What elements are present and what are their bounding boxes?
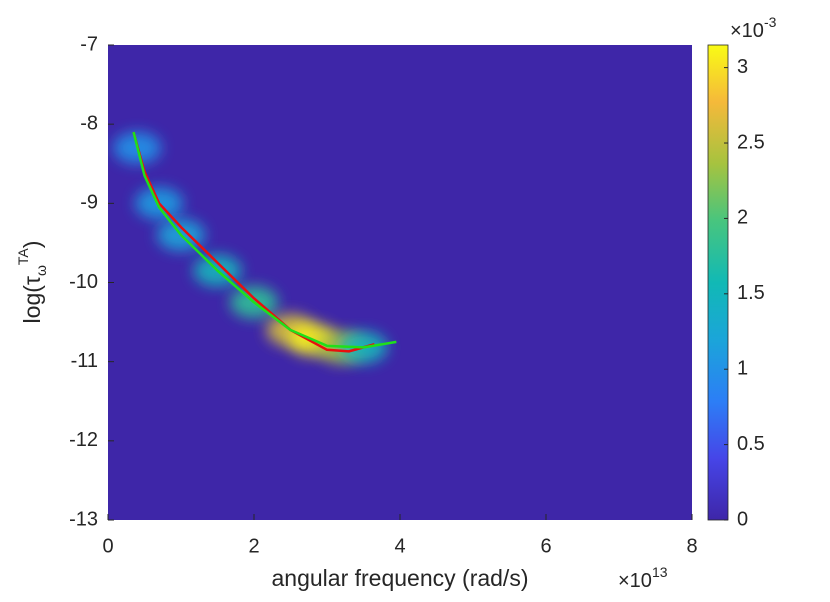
- colorbar-multiplier: ×10-3: [730, 14, 777, 43]
- colorbar-tick-label: 3: [737, 56, 748, 78]
- y-tick-label: -8: [80, 112, 98, 134]
- plot-area: [108, 45, 692, 520]
- y-tick-label: -7: [80, 33, 98, 55]
- colorbar-tick-label: 1: [737, 357, 748, 379]
- x-axis-label: angular frequency (rad/s): [272, 565, 529, 591]
- colorbar-tick-label: 1.5: [737, 282, 765, 304]
- x-multiplier: ×1013: [618, 564, 668, 593]
- y-tick-label: -13: [69, 508, 98, 530]
- x-tick-label: 8: [686, 535, 697, 557]
- colorbar-tick-label: 0.5: [737, 433, 765, 455]
- x-tick-label: 6: [540, 535, 551, 557]
- colorbar: [707, 44, 729, 521]
- colorbar-tick-label: 2: [737, 207, 748, 229]
- y-axis-label: log(τωTA): [15, 241, 49, 324]
- colorbar-tick-label: 0: [737, 508, 748, 530]
- y-tick-label: -9: [80, 192, 98, 214]
- series-line: [132, 131, 397, 349]
- y-tick-label: -11: [71, 350, 98, 372]
- colorbar-tick-label: 2.5: [737, 131, 765, 153]
- x-tick-label: 0: [102, 535, 113, 557]
- y-tick-label: -10: [69, 271, 98, 293]
- series-line: [132, 131, 375, 353]
- y-tick-label: -12: [69, 429, 98, 451]
- x-tick-label: 2: [248, 535, 259, 557]
- x-tick-label: 4: [394, 535, 405, 557]
